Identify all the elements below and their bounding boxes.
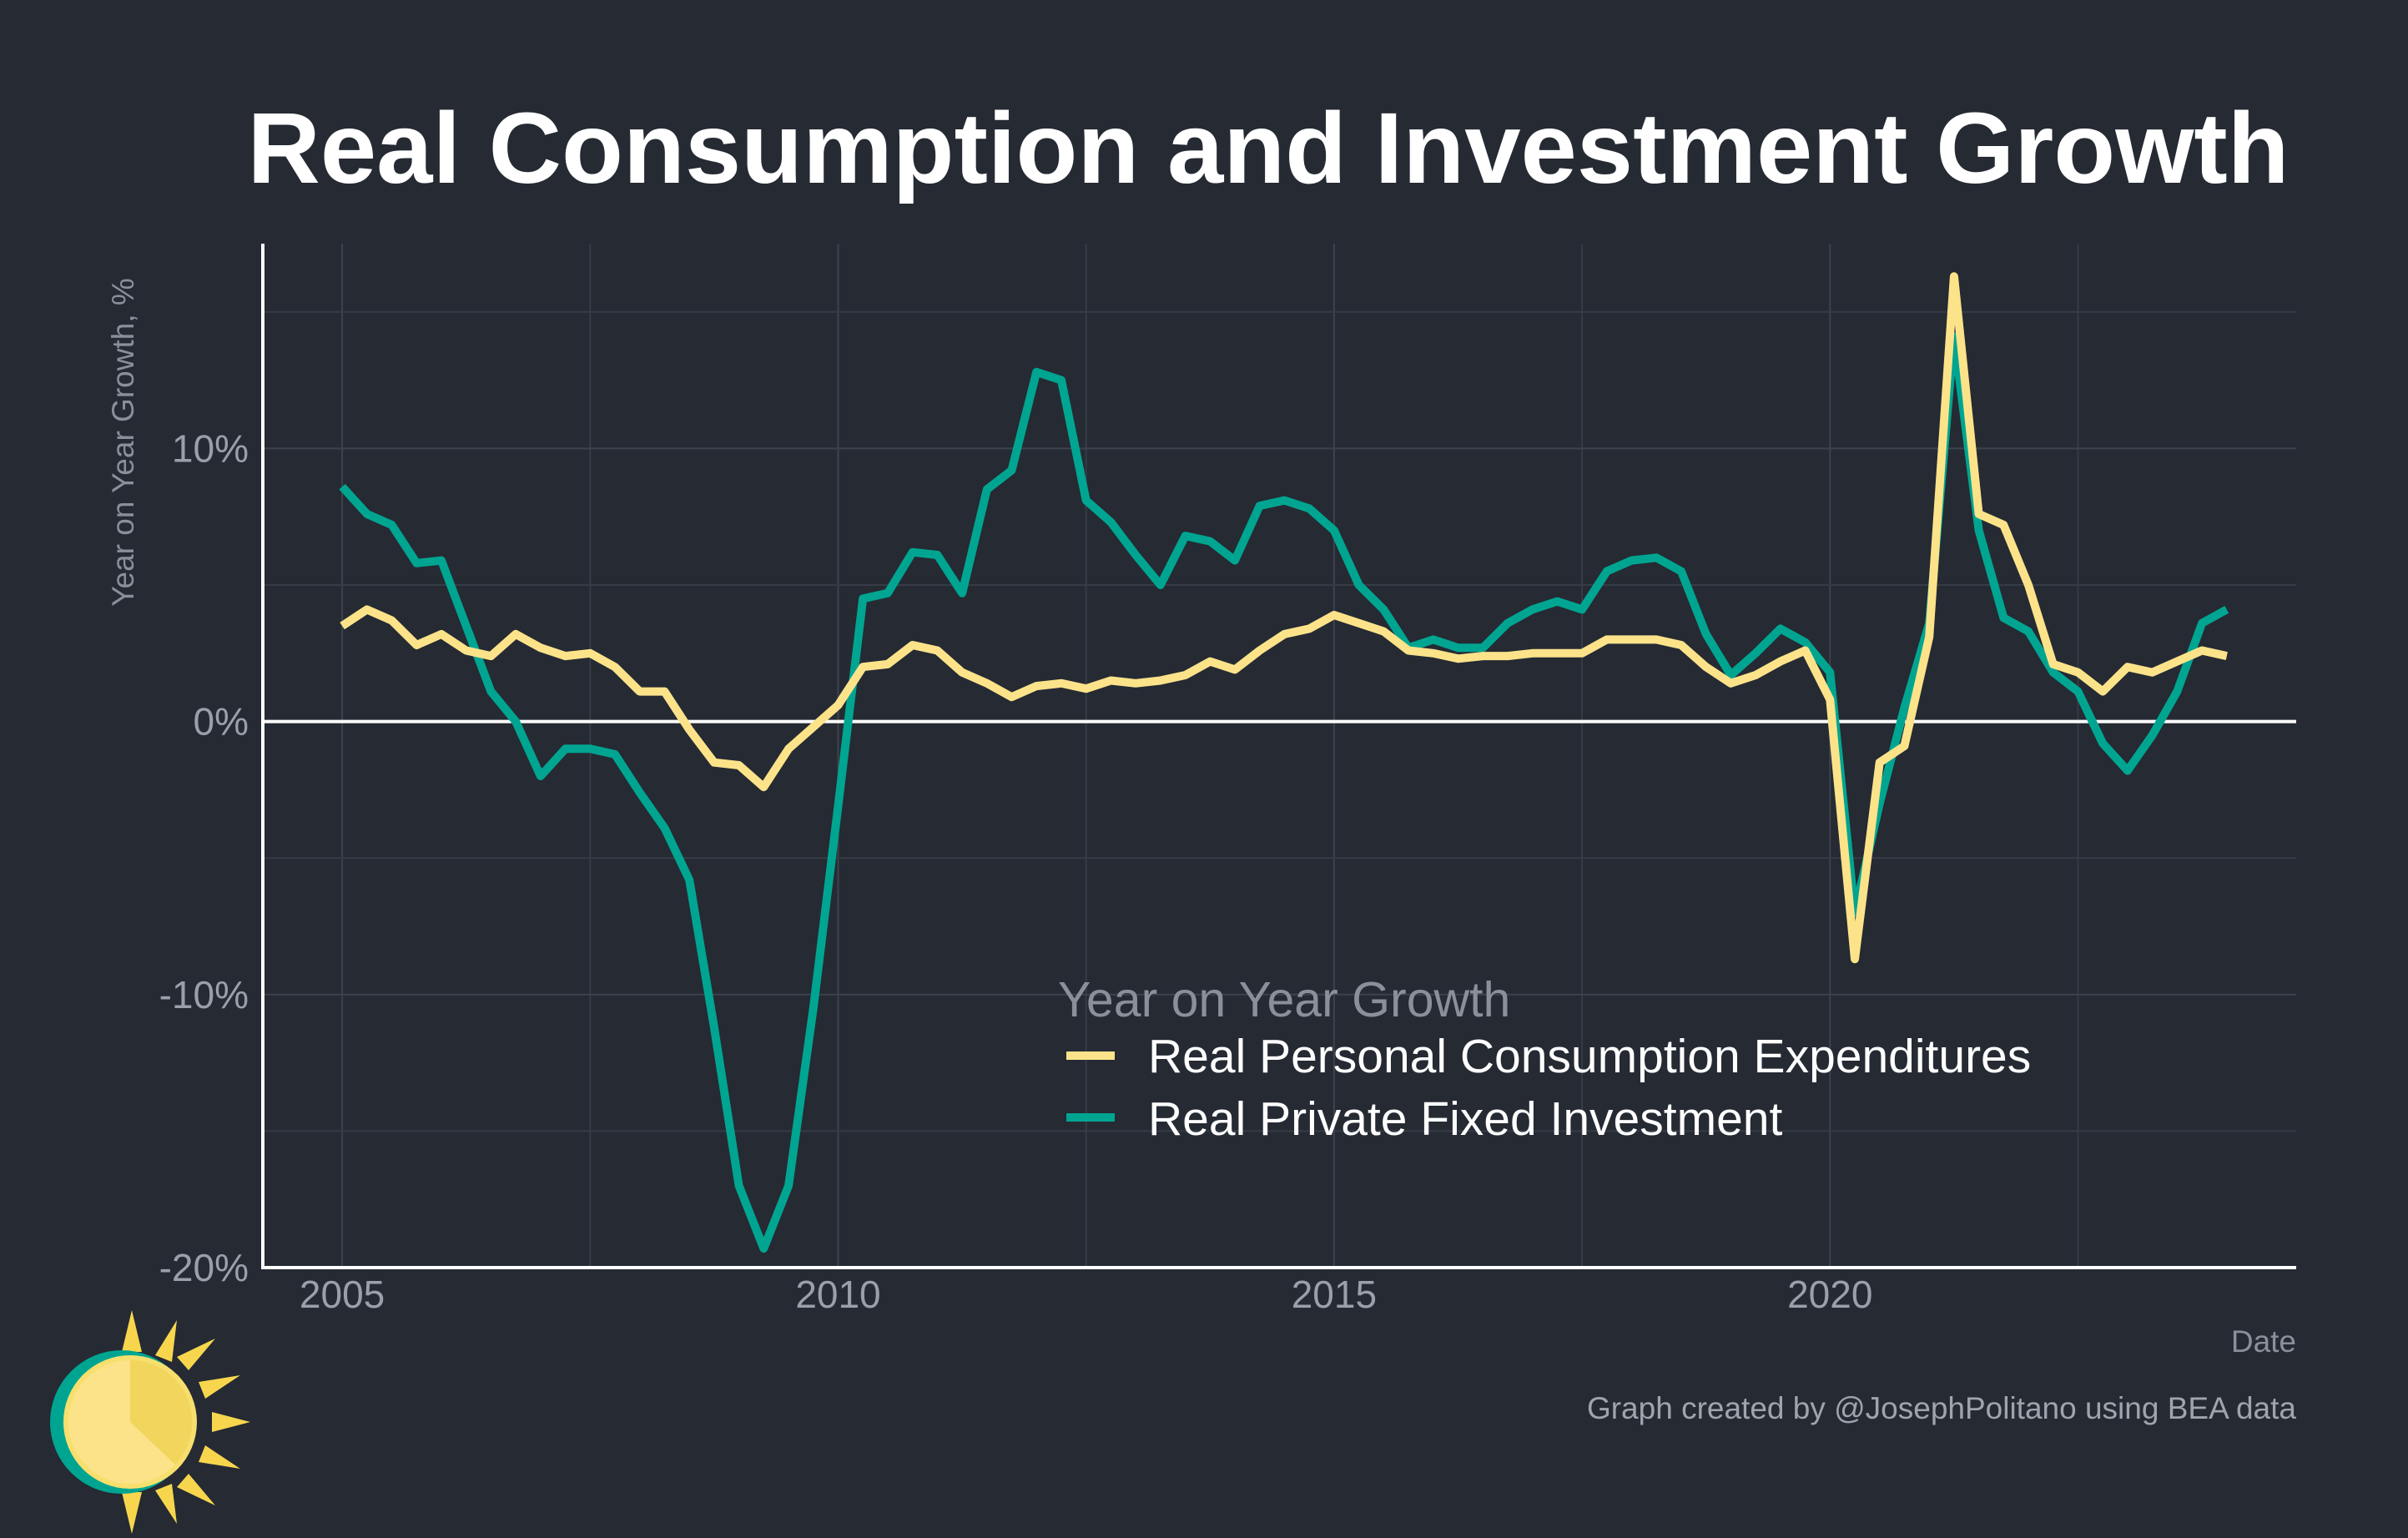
series-line-consumption	[340, 272, 2228, 964]
x-axis-title: Date	[2231, 1324, 2296, 1359]
y-tick-label: -20%	[159, 1246, 249, 1289]
x-tick-label: 2020	[1787, 1273, 1872, 1316]
tick-labels: 2005 2010 2015 2020 10% 0% -10% -20%	[159, 426, 1873, 1316]
legend: Year on Year Growth Real Personal Consum…	[1058, 972, 2031, 1146]
x-tick-label: 2010	[795, 1273, 880, 1316]
chart-title: Real Consumption and Investment Growth	[247, 91, 2289, 204]
legend-label-consumption: Real Personal Consumption Expenditures	[1148, 1030, 2031, 1083]
y-tick-label: -10%	[159, 973, 249, 1016]
x-tick-label: 2015	[1292, 1273, 1377, 1316]
axes	[261, 244, 2296, 1269]
caption: Graph created by @JosephPolitano using B…	[1587, 1391, 2296, 1425]
legend-label-investment: Real Private Fixed Investment	[1148, 1092, 1782, 1146]
series-line-investment	[339, 332, 2229, 1253]
y-tick-label: 10%	[172, 426, 249, 470]
sun-logo-icon	[50, 1310, 250, 1534]
legend-title: Year on Year Growth	[1058, 972, 1510, 1027]
series-lines	[339, 272, 2229, 1253]
y-tick-label: 0%	[194, 700, 249, 744]
x-tick-label: 2005	[300, 1273, 385, 1316]
y-axis-title: Year on Year Growth, %	[106, 278, 140, 607]
